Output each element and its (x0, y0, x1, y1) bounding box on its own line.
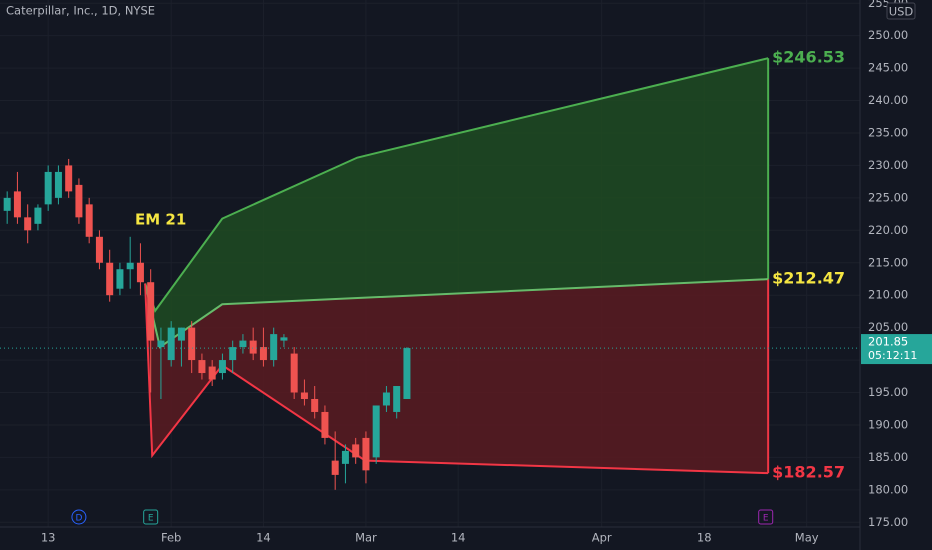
x-tick-label: Mar (355, 531, 377, 545)
end-label: $212.47 (772, 269, 845, 288)
candle-body (270, 334, 278, 361)
y-tick-label: 175.00 (868, 515, 908, 529)
y-tick-label: 250.00 (868, 28, 908, 42)
candle-body (3, 197, 11, 211)
x-tick-label: Apr (592, 531, 612, 545)
candle-body (24, 217, 32, 231)
chart-title: Caterpillar, Inc., 1D, NYSE (6, 4, 155, 18)
candle-body (13, 191, 21, 218)
y-tick-label: 240.00 (868, 93, 908, 107)
candle-body (311, 398, 319, 412)
y-tick-label: 205.00 (868, 320, 908, 334)
candle-body (259, 347, 267, 361)
y-tick-label: 215.00 (868, 255, 908, 269)
candle-body (403, 348, 411, 399)
x-tick-label: 13 (41, 531, 56, 545)
event-label: E (148, 514, 154, 524)
candle-body (34, 207, 42, 224)
candle-body (300, 392, 308, 399)
x-tick-label: 14 (451, 531, 466, 545)
candle-body (136, 262, 144, 283)
candle-body (44, 171, 52, 205)
event-label: D (75, 514, 82, 524)
last-price-label: 201.85 (868, 335, 908, 349)
currency-box (886, 2, 916, 20)
y-tick-label: 230.00 (868, 158, 908, 172)
candle-body (157, 340, 165, 348)
candle-body (382, 392, 390, 406)
candle-body (95, 236, 103, 263)
x-tick-label: May (795, 531, 819, 545)
candle-body (177, 327, 185, 341)
x-tick-label: 14 (256, 531, 271, 545)
candle-body (188, 327, 196, 361)
candle-body (126, 262, 134, 270)
event-icon (71, 509, 87, 525)
band-fill (145, 279, 769, 474)
y-tick-label: 220.00 (868, 223, 908, 237)
candle-body (167, 327, 175, 361)
y-tick-label: 210.00 (868, 288, 908, 302)
candle-body (393, 386, 401, 412)
candle-body (352, 444, 360, 458)
y-tick-label: 225.00 (868, 190, 908, 204)
event-icon (143, 509, 159, 525)
candle-body (65, 165, 73, 192)
candle-body (116, 269, 124, 289)
candle-body (229, 347, 237, 361)
candle-body (321, 411, 329, 438)
last-price-box (861, 334, 932, 365)
event-label: E (763, 514, 769, 524)
countdown: 05:12:11 (868, 349, 917, 362)
candle-body (290, 353, 298, 393)
event-icon (758, 509, 774, 525)
candle-body (208, 366, 216, 380)
y-tick-label: 185.00 (868, 450, 908, 464)
y-tick-label: 180.00 (868, 482, 908, 496)
candle-body (249, 340, 257, 354)
end-label: $246.53 (772, 48, 845, 67)
candle-body (239, 340, 247, 348)
candle-body (75, 184, 83, 218)
y-tick-label: 235.00 (868, 125, 908, 139)
y-tick-label: 245.00 (868, 61, 908, 75)
candle-body (280, 337, 288, 341)
annotation: EM 21 (135, 211, 186, 229)
candle-body (362, 437, 370, 471)
y-tick-label: 195.00 (868, 385, 908, 399)
band-fill (145, 58, 769, 348)
currency: USD (889, 5, 914, 19)
x-tick-label: 18 (697, 531, 712, 545)
candle-body (54, 171, 62, 198)
plot: $246.53 $212.47 $182.57 (0, 48, 860, 490)
candle-body (147, 282, 155, 341)
candle-body (85, 204, 93, 237)
candle-body (218, 360, 226, 374)
candle-body (341, 450, 349, 464)
candle-body (372, 405, 380, 458)
candle-body (106, 262, 114, 296)
y-tick-label: 190.00 (868, 417, 908, 431)
end-label: $182.57 (772, 463, 845, 482)
candle-body (331, 460, 339, 475)
candle-body (198, 360, 206, 374)
x-tick-label: Feb (161, 531, 181, 545)
